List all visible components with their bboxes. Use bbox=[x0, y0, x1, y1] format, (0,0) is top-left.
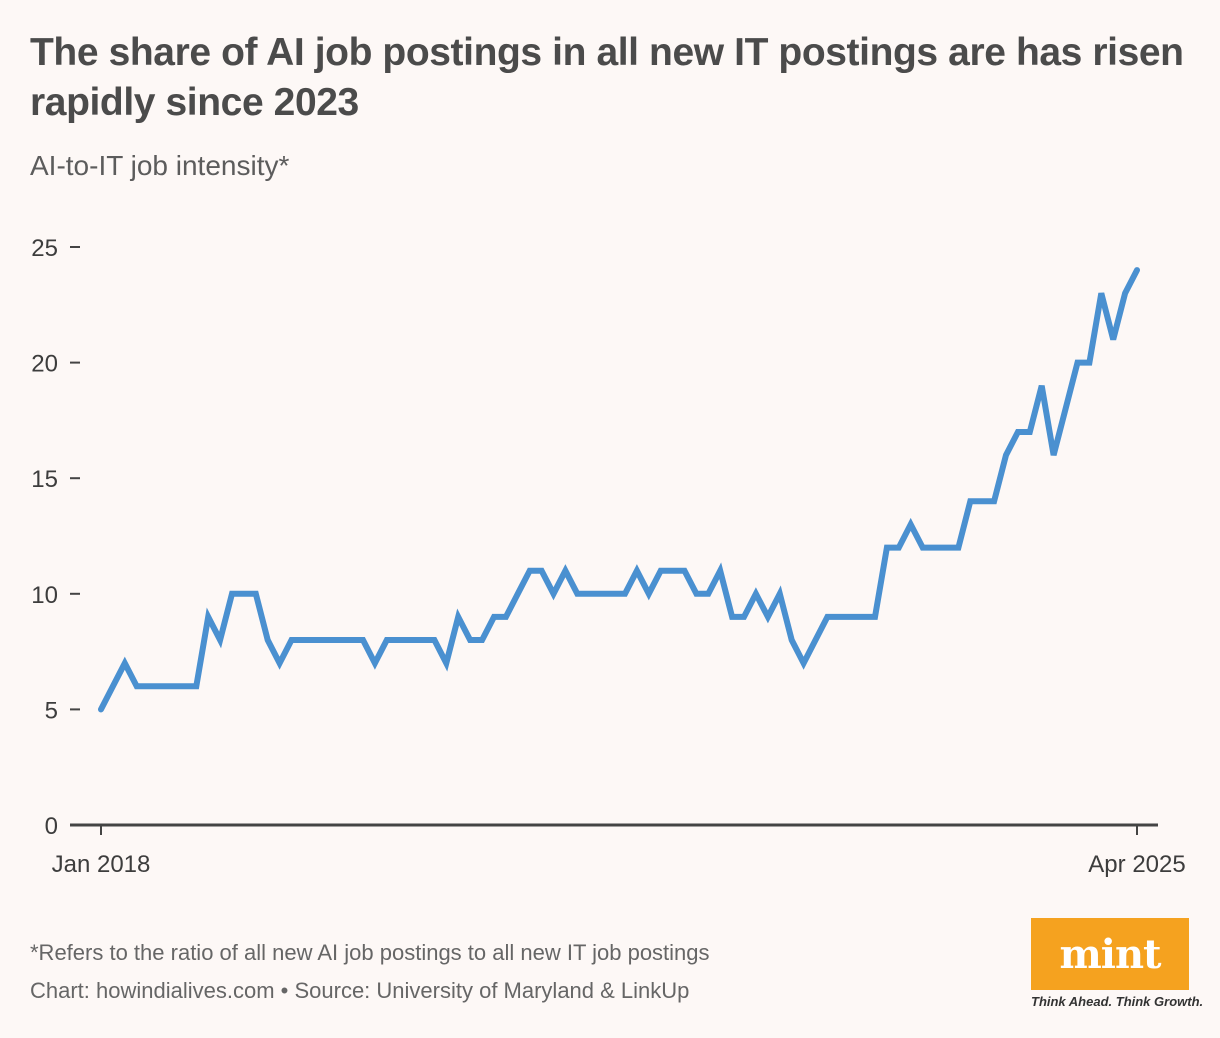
series-line bbox=[98, 267, 1140, 713]
y-axis: 0 5 10 15 20 25 bbox=[31, 235, 80, 840]
mint-logo: mint bbox=[1031, 918, 1189, 990]
logo-text: mint bbox=[1059, 930, 1161, 978]
y-tick-label: 5 bbox=[45, 697, 58, 724]
line-chart: 0 5 10 15 20 25 Jan 2018 Apr 2025 bbox=[31, 235, 1186, 878]
chart-title: The share of AI job postings in all new … bbox=[30, 31, 1184, 124]
chart-subtitle: AI-to-IT job intensity* bbox=[30, 150, 290, 181]
logo-tagline: Think Ahead. Think Growth. bbox=[1031, 994, 1204, 1009]
source-credit: Chart: howindialives.com • Source: Unive… bbox=[30, 978, 690, 1003]
y-tick-label: 10 bbox=[31, 582, 58, 609]
y-tick-label: 25 bbox=[31, 235, 58, 262]
y-tick-label: 0 bbox=[45, 813, 58, 840]
footnote: *Refers to the ratio of all new AI job p… bbox=[30, 940, 710, 965]
x-axis: Jan 2018 Apr 2025 bbox=[52, 823, 1186, 878]
y-tick-label: 20 bbox=[31, 351, 58, 378]
y-tick-label: 15 bbox=[31, 466, 58, 493]
series-layer bbox=[98, 267, 1140, 713]
x-tick-label: Jan 2018 bbox=[52, 851, 151, 878]
x-tick-label: Apr 2025 bbox=[1088, 851, 1185, 878]
